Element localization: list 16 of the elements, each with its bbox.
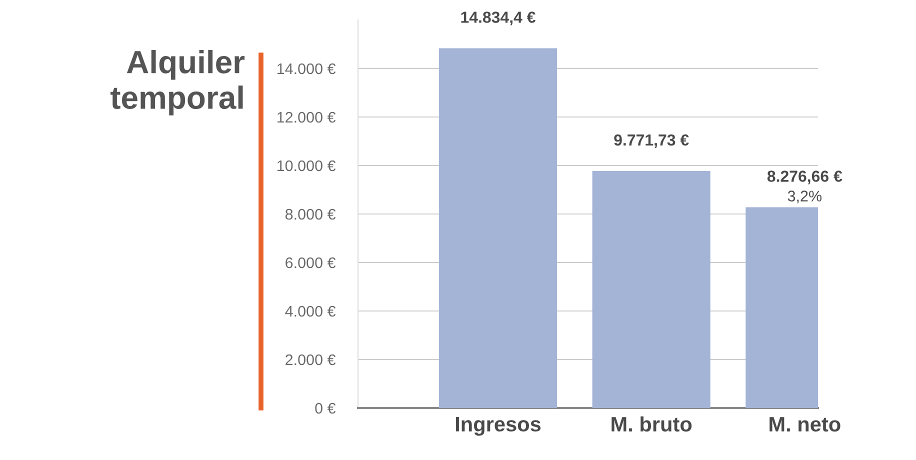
data-label: 14.834,4 € bbox=[461, 12, 536, 26]
y-tick-label: 4.000 € bbox=[285, 306, 336, 317]
data-label: 8.276,66 € bbox=[767, 170, 842, 184]
y-tick-label: 8.000 € bbox=[285, 208, 336, 220]
y-tick-label: 0 € bbox=[315, 402, 336, 414]
y-tick-label: 14.000 € bbox=[277, 63, 336, 74]
annotation: 3,2% bbox=[788, 190, 822, 204]
text: Alquiler temporal bbox=[110, 50, 245, 116]
x-tick-label: M. bruto bbox=[612, 416, 692, 432]
y-tick-label: 12.000 € bbox=[277, 112, 336, 123]
x-tick-label: M. neto bbox=[770, 417, 840, 432]
y-tick-label: 6.000 € bbox=[286, 257, 336, 268]
x-tick-label: Ingresos bbox=[456, 417, 541, 436]
y-tick-label: 2.000 € bbox=[286, 354, 336, 366]
y-tick-label: 10.000 € bbox=[277, 160, 336, 172]
data-label: 9.771,73 € bbox=[614, 134, 689, 148]
